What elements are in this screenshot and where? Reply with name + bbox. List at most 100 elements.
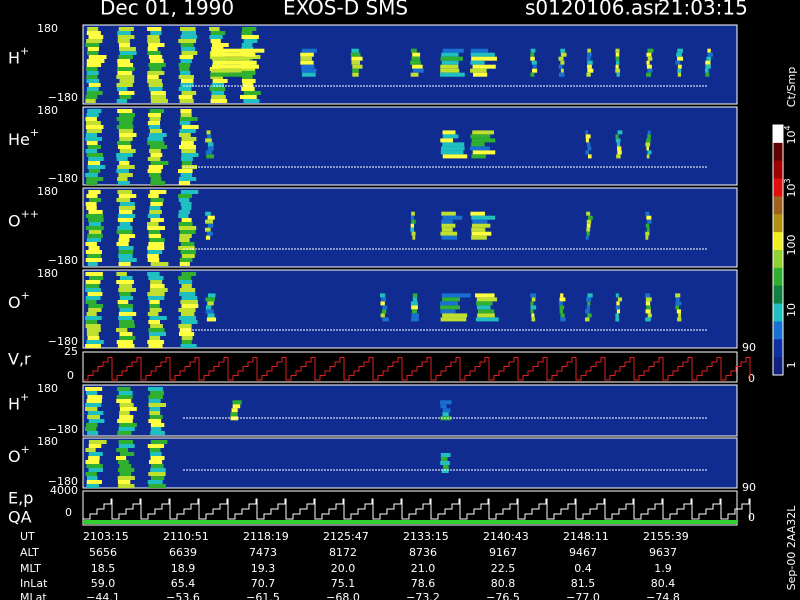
spectrogram-cell xyxy=(206,317,217,322)
spectrogram-cell xyxy=(352,64,363,69)
spectrogram-cell xyxy=(412,293,418,298)
spectrogram-cell xyxy=(412,68,424,73)
spectrogram-cell xyxy=(150,181,166,185)
spectrogram-cell xyxy=(351,60,361,65)
spectrogram-cell xyxy=(149,67,162,71)
ion-charge: + xyxy=(20,391,29,404)
spectrogram-cell xyxy=(118,312,137,316)
spectrogram-cell xyxy=(148,230,161,234)
spectrogram-cell xyxy=(117,344,135,348)
spectrogram-cell xyxy=(85,448,96,452)
colorbar-cell xyxy=(773,232,783,251)
spectrogram-cell xyxy=(147,79,162,83)
footer-label: UT xyxy=(20,530,35,543)
spectrogram-cell xyxy=(119,308,133,312)
spectrogram-cell xyxy=(560,68,564,73)
colorbar-cell xyxy=(773,214,783,233)
footer-value: 18.5 xyxy=(91,562,116,575)
spectrogram-cell xyxy=(179,145,196,149)
spectrogram-cell xyxy=(147,47,158,51)
spectrogram-cell xyxy=(675,297,680,302)
spectrogram-cell xyxy=(471,223,491,228)
spectrogram-cell xyxy=(178,87,192,91)
spectrogram-cell xyxy=(382,305,388,310)
spectrogram-cell xyxy=(149,206,161,210)
top-tick: 180 xyxy=(37,382,58,395)
spectrogram-cell xyxy=(85,149,98,153)
spectrogram-cell xyxy=(178,63,191,67)
spectrogram-cell xyxy=(585,130,588,135)
bottom-tick: −180 xyxy=(48,423,78,436)
ep-top: 4000 xyxy=(50,484,78,497)
spectrogram-cell xyxy=(470,48,489,53)
spectrogram-cell xyxy=(587,52,592,57)
spectrogram-cell xyxy=(210,72,245,77)
spectrogram-cell xyxy=(116,83,133,87)
spectrogram-cell xyxy=(149,308,162,312)
colorbar-cell xyxy=(773,178,783,197)
spectrogram-cell xyxy=(86,87,99,91)
spectrogram-cell xyxy=(477,305,491,310)
spectrogram-cell xyxy=(616,309,621,314)
spectrogram-cell xyxy=(646,72,652,77)
spectrogram-cell xyxy=(88,218,104,222)
spectrogram-cell xyxy=(180,79,194,83)
spectrogram-cell xyxy=(148,403,167,407)
spectrogram-cell xyxy=(441,223,456,228)
spectrogram-cell xyxy=(117,476,135,480)
spectrogram-cell xyxy=(85,95,98,99)
spectrogram-cell xyxy=(149,87,163,91)
spectrogram-cell xyxy=(88,452,103,456)
spectrogram-cell xyxy=(300,60,314,65)
spectrogram-cell xyxy=(615,313,619,318)
footer-value: 0.4 xyxy=(574,562,592,575)
footer-value: 8172 xyxy=(329,546,357,559)
spectrogram-cell xyxy=(147,113,161,117)
ep-label: E,p xyxy=(8,489,33,508)
spectrogram-cell xyxy=(560,60,565,65)
spectrogram-cell xyxy=(119,320,135,324)
spectrogram-cell xyxy=(210,31,226,35)
footer-value: 7473 xyxy=(249,546,277,559)
spectrogram-cell xyxy=(117,419,133,423)
spectrogram-cell xyxy=(616,154,621,159)
spectrogram-cell xyxy=(88,190,101,194)
spectrogram-cell xyxy=(587,64,592,69)
spectrogram-cell xyxy=(615,68,621,73)
spectrogram-cell xyxy=(86,75,98,79)
spectrogram-cell xyxy=(530,293,537,298)
spectrogram-cell xyxy=(86,480,102,484)
spectrogram-cell xyxy=(441,293,471,298)
spectrogram-cell xyxy=(149,238,165,242)
spectrogram-cell xyxy=(178,308,196,312)
footer-value: 75.1 xyxy=(331,577,356,590)
spectrogram-cell xyxy=(181,149,196,153)
spectrogram-cell xyxy=(148,234,162,238)
spectrogram-cell xyxy=(587,293,593,298)
spectrogram-cell xyxy=(300,52,314,57)
spectrogram-cell xyxy=(178,214,189,218)
spectrogram-cell xyxy=(147,169,162,173)
spectrogram-cell xyxy=(211,91,225,95)
spectrogram-cell xyxy=(147,292,165,296)
spectrogram-cell xyxy=(617,297,623,302)
spectrogram-cell xyxy=(85,472,97,476)
vr-zero: 0 xyxy=(67,369,74,382)
ion-name: O xyxy=(8,447,21,466)
spectrogram-cell xyxy=(705,72,710,77)
spectrogram-cell xyxy=(212,64,259,69)
spectrogram-cell xyxy=(86,312,97,316)
spectrogram-cell xyxy=(616,146,622,151)
spectrogram-cell xyxy=(118,246,134,250)
spectrogram-cell xyxy=(210,39,221,43)
footer-value: 9167 xyxy=(489,546,517,559)
spectrogram-cell xyxy=(647,313,652,318)
spectrogram-cell xyxy=(615,138,621,143)
date: Dec 01, 1990 xyxy=(100,0,234,20)
spectrogram-cell xyxy=(149,190,167,194)
top-tick: 180 xyxy=(37,104,58,117)
spectrogram-cell xyxy=(440,231,458,236)
footer-value: −74.8 xyxy=(646,591,680,600)
spectrogram-cell xyxy=(559,297,566,302)
spectrogram-cell xyxy=(85,242,97,246)
